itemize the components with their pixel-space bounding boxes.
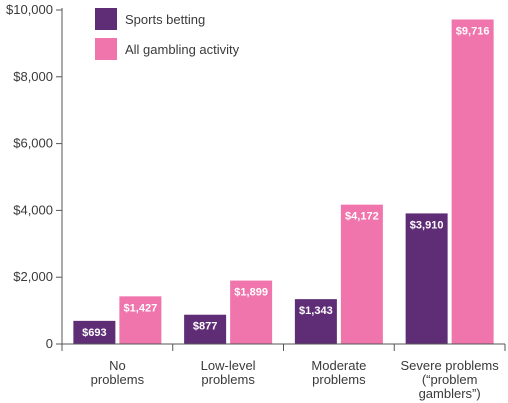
x-category-label-line: problems: [312, 372, 366, 387]
x-category-label-line: Moderate: [311, 358, 366, 373]
bar-sports-betting: [184, 314, 227, 344]
legend-label: All gambling activity: [125, 42, 240, 57]
x-category-label: Low-level problems: [201, 358, 256, 387]
bar-all-gambling: [340, 204, 383, 344]
x-category-label-line: Low-level: [201, 358, 256, 373]
x-category-label: Moderate problems: [311, 358, 366, 387]
x-category-label-line: problems: [201, 372, 255, 387]
y-tick-label: $10,000: [6, 2, 53, 17]
legend-swatch: [95, 38, 117, 60]
x-category-label-line: gamblers”): [419, 386, 481, 401]
y-tick-label: 0: [46, 336, 53, 351]
bar-sports-betting: [73, 320, 116, 344]
x-category-label-line: No: [109, 358, 126, 373]
bar-value-label: $3,910: [410, 219, 444, 231]
legend: Sports betting All gambling activity: [95, 8, 240, 60]
x-category-label: No problems: [91, 358, 145, 387]
y-tick-label: $8,000: [13, 69, 53, 84]
bars: $693 $1,427 $877 $1,899 $1,343 $4,172 $3,910 $9…: [73, 19, 494, 345]
y-tick-label: $6,000: [13, 136, 53, 151]
x-category-label: Severe problems (“problem gamblers”): [400, 358, 499, 401]
bar-all-gambling: [451, 19, 494, 345]
x-category-label-line: Severe problems: [400, 358, 499, 373]
x-category-label-line: problems: [91, 372, 145, 387]
y-tick-label: $2,000: [13, 269, 53, 284]
bar-all-gambling: [119, 296, 162, 344]
bar-value-label: $4,172: [345, 211, 379, 223]
bar-value-label: $1,343: [299, 305, 333, 317]
bar-value-label: $1,427: [124, 302, 158, 314]
y-tick-label: $4,000: [13, 202, 53, 217]
bar-sports-betting: [405, 213, 448, 344]
x-category-label-line: (“problem: [422, 372, 478, 387]
bar-value-label: $1,899: [234, 287, 268, 299]
legend-swatch: [95, 8, 117, 30]
y-axis: 0 $2,000 $4,000 $6,000 $8,000 $10,000: [6, 2, 63, 351]
bar-value-label: $693: [82, 327, 106, 339]
legend-label: Sports betting: [125, 12, 205, 27]
bar-value-label: $877: [193, 321, 217, 333]
bar-value-label: $9,716: [456, 25, 490, 37]
bar-sports-betting: [294, 299, 337, 344]
bar-all-gambling: [230, 280, 273, 344]
